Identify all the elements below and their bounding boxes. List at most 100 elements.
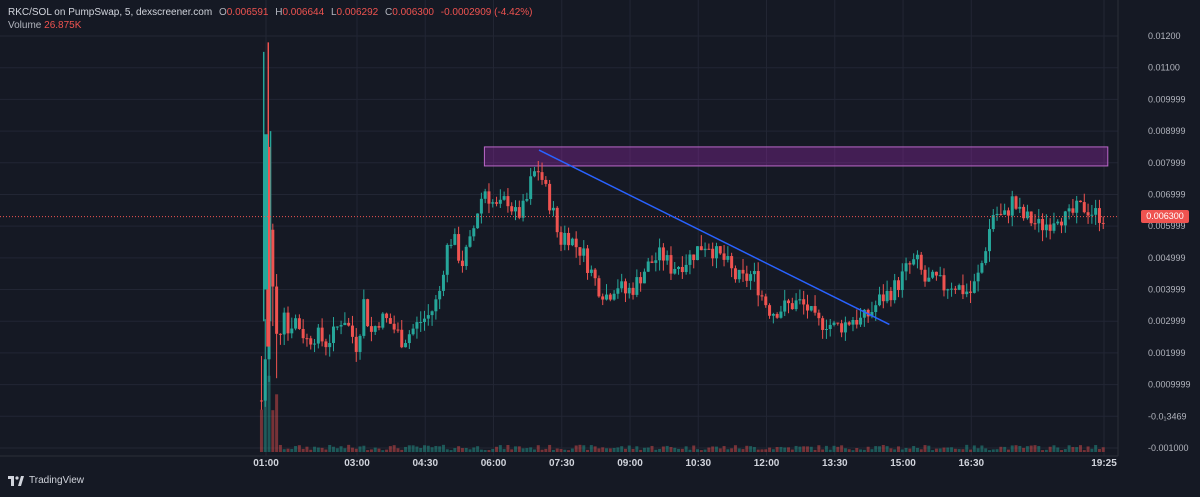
y-tick-label: 0.004999 — [1148, 253, 1186, 263]
volume-bar — [483, 450, 487, 452]
candle-body — [620, 281, 624, 289]
volume-bar — [282, 449, 286, 452]
volume-bar — [362, 445, 366, 452]
volume-bar — [400, 449, 404, 452]
candle-body — [578, 247, 582, 256]
volume-bar — [525, 448, 529, 452]
candle-body — [927, 277, 931, 282]
candle-body — [301, 328, 305, 339]
candle-body — [286, 312, 290, 334]
y-tick-label: -0.001000 — [1148, 443, 1189, 453]
candle-body — [313, 343, 317, 345]
candle-body — [407, 334, 411, 344]
volume-bar — [904, 447, 908, 452]
ohlc-row: RKC/SOL on PumpSwap, 5, dexscreener.com … — [8, 6, 533, 19]
volume-bar — [578, 444, 582, 452]
candle-body — [396, 329, 400, 331]
candle-body — [525, 199, 529, 201]
candle-body — [1063, 211, 1067, 226]
candle-body — [946, 289, 950, 291]
y-tick-label: 0.009999 — [1148, 94, 1186, 104]
tradingview-logo[interactable]: TradingView — [8, 475, 84, 486]
candle-body — [441, 274, 445, 291]
volume-bar — [787, 447, 791, 452]
candle-body — [824, 328, 828, 330]
volume-bar — [953, 448, 957, 452]
candle-body — [707, 248, 711, 250]
volume-bar — [631, 448, 635, 452]
volume-bar — [301, 448, 305, 452]
volume-bar — [612, 447, 616, 452]
volume-bar — [874, 446, 878, 452]
candle-body — [536, 171, 540, 173]
candle-body — [692, 254, 696, 261]
candle-body — [794, 300, 798, 310]
candle-body — [737, 269, 741, 280]
candle-body — [278, 333, 282, 335]
candle-body — [802, 299, 806, 305]
candle-body — [373, 326, 377, 332]
volume-bar — [407, 445, 411, 452]
candle-body — [331, 326, 335, 344]
close-value: 0.006300 — [392, 7, 434, 18]
candle-body — [434, 299, 438, 312]
volume-bar — [794, 445, 798, 452]
volume-bar — [502, 449, 506, 452]
candle-body — [749, 274, 753, 281]
volume-bar — [460, 448, 464, 452]
candle-body — [991, 215, 995, 230]
volume-bar — [593, 446, 597, 452]
volume-bar — [927, 445, 931, 452]
volume-bar — [1010, 445, 1014, 452]
candle-body — [764, 296, 768, 306]
x-tick-label: 13:30 — [822, 458, 848, 469]
x-tick-label: 04:30 — [412, 458, 438, 469]
volume-bar — [491, 448, 495, 452]
candle-body — [385, 313, 389, 319]
volume-bar — [889, 448, 893, 452]
volume-bar — [987, 450, 991, 452]
candle-body — [1033, 223, 1037, 225]
candle-body — [673, 268, 677, 274]
candle-body — [627, 287, 631, 294]
volume-bar — [790, 449, 794, 452]
volume-bar — [350, 447, 354, 452]
candle-body — [350, 325, 354, 337]
volume-bar — [1052, 445, 1056, 452]
candle-body — [521, 200, 525, 218]
symbol-label[interactable]: RKC/SOL on PumpSwap, 5, dexscreener.com — [8, 7, 213, 18]
candle-body — [885, 290, 889, 302]
candle-body — [859, 317, 863, 325]
candle-body — [282, 312, 286, 335]
candle-body — [995, 213, 999, 216]
volume-bar — [1048, 446, 1052, 452]
volume-bar — [328, 444, 332, 452]
volume-bar — [426, 445, 430, 452]
volume-bar — [385, 449, 389, 452]
volume-bar — [297, 445, 301, 452]
x-tick-label: 09:00 — [617, 458, 643, 469]
x-tick-label: 19:25 — [1091, 458, 1117, 469]
candle-body — [1041, 218, 1045, 231]
candle-body — [768, 305, 772, 316]
candle-body — [760, 295, 764, 297]
axes: 0.01200 0.01100 0.009999 0.008999 0.007999 0.… — [0, 0, 1191, 469]
volume-bar — [1094, 445, 1098, 452]
y-tick-label: 0.008999 — [1148, 126, 1186, 136]
candle-body — [1086, 212, 1090, 216]
volume-bar — [373, 447, 377, 452]
volume-bar — [900, 449, 904, 452]
candle-body — [377, 326, 381, 328]
volume-bar — [817, 445, 821, 452]
volume-bar — [733, 445, 737, 452]
change-value: -0.0002909 (-4.42%) — [440, 7, 533, 18]
volume-bar — [1037, 446, 1041, 452]
candle-body — [718, 246, 722, 254]
candle-body — [862, 309, 866, 318]
candle-body — [878, 294, 882, 306]
y-tick-label: 0.001999 — [1148, 348, 1186, 358]
candle-body — [517, 207, 521, 218]
volume-bar — [529, 447, 533, 452]
